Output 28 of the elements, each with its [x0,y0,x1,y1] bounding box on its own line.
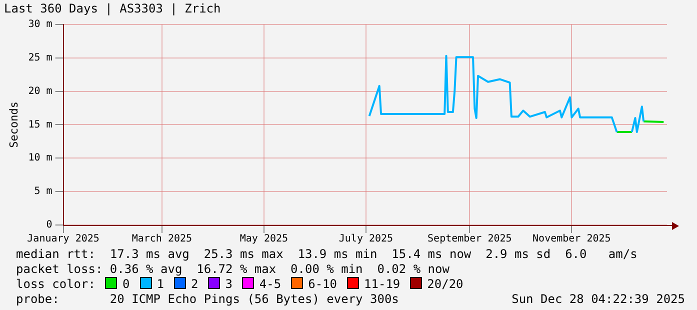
text: packet loss: 0.36 % avg 16.72 % max 0.00 % min 0.02 % now [16,262,450,277]
x-tick-label: January 2025 [27,234,100,245]
x-tick-label: July 2025 [338,234,394,245]
y-tick-label: 20 m [28,86,52,97]
x-tick-label: September 2025 [428,234,512,245]
legend-label: 0 [122,277,130,291]
text: 2 [190,277,198,291]
text: 4-5 [259,277,282,291]
text: 11-19 [364,277,400,291]
legend-title: loss color: [16,277,96,291]
x-tick-label: November 2025 [532,234,611,245]
text: 6-10 [308,277,338,291]
text: median rtt: 17.3 ms avg 25.3 ms max 13.9 ms min 15.4 ms now 2.9 ms sd 6.0 am/s [16,247,638,262]
y-tick-label: 30 m [28,18,52,30]
y-tick-label: 25 m [28,52,52,64]
x-tick-label: March 2025 [132,234,192,245]
text: Sun Dec 28 04:22:39 2025 [512,292,685,307]
chart-title: Last 360 Days | AS3303 | Zrich [4,1,221,16]
y-tick-label: 15 m [28,119,52,130]
y-tick-label: 5 m [34,186,52,198]
text: 20/20 [427,277,464,291]
legend-label: 1 [156,277,164,291]
y-axis-title: Seconds [7,102,20,148]
y-tick-label: 0 [46,220,52,231]
x-tick-label: May 2025 [240,234,288,245]
text: probe: 20 ICMP Echo Pings (56 Bytes) every 300s [16,292,399,307]
text: 3 [225,277,232,291]
y-tick-label: 10 m [28,152,52,164]
